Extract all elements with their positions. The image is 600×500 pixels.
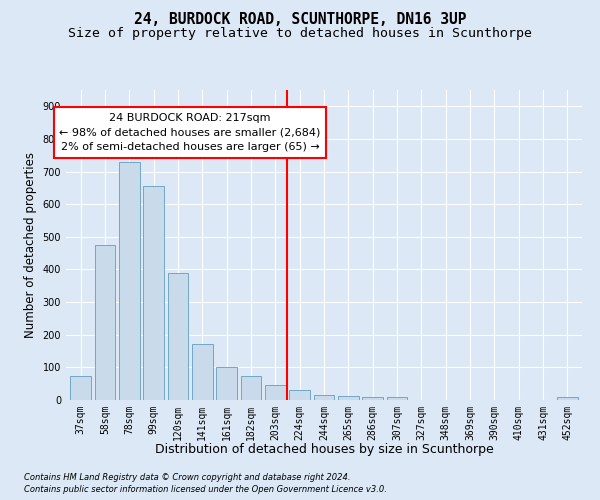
- Bar: [167, 272, 188, 400]
- Bar: [192, 344, 212, 400]
- Text: Contains public sector information licensed under the Open Government Licence v3: Contains public sector information licen…: [24, 485, 387, 494]
- Bar: [143, 186, 164, 400]
- Bar: [95, 245, 115, 400]
- Bar: [338, 396, 359, 400]
- Y-axis label: Number of detached properties: Number of detached properties: [24, 152, 37, 338]
- Bar: [314, 395, 334, 400]
- Text: Size of property relative to detached houses in Scunthorpe: Size of property relative to detached ho…: [68, 28, 532, 40]
- Bar: [241, 376, 262, 400]
- Text: 24 BURDOCK ROAD: 217sqm
← 98% of detached houses are smaller (2,684)
2% of semi-: 24 BURDOCK ROAD: 217sqm ← 98% of detache…: [59, 113, 321, 152]
- Bar: [557, 398, 578, 400]
- Bar: [289, 390, 310, 400]
- Text: Distribution of detached houses by size in Scunthorpe: Distribution of detached houses by size …: [155, 442, 493, 456]
- Bar: [216, 368, 237, 400]
- Bar: [70, 376, 91, 400]
- Bar: [265, 386, 286, 400]
- Bar: [386, 398, 407, 400]
- Text: Contains HM Land Registry data © Crown copyright and database right 2024.: Contains HM Land Registry data © Crown c…: [24, 472, 350, 482]
- Text: 24, BURDOCK ROAD, SCUNTHORPE, DN16 3UP: 24, BURDOCK ROAD, SCUNTHORPE, DN16 3UP: [134, 12, 466, 28]
- Bar: [362, 396, 383, 400]
- Bar: [119, 162, 140, 400]
